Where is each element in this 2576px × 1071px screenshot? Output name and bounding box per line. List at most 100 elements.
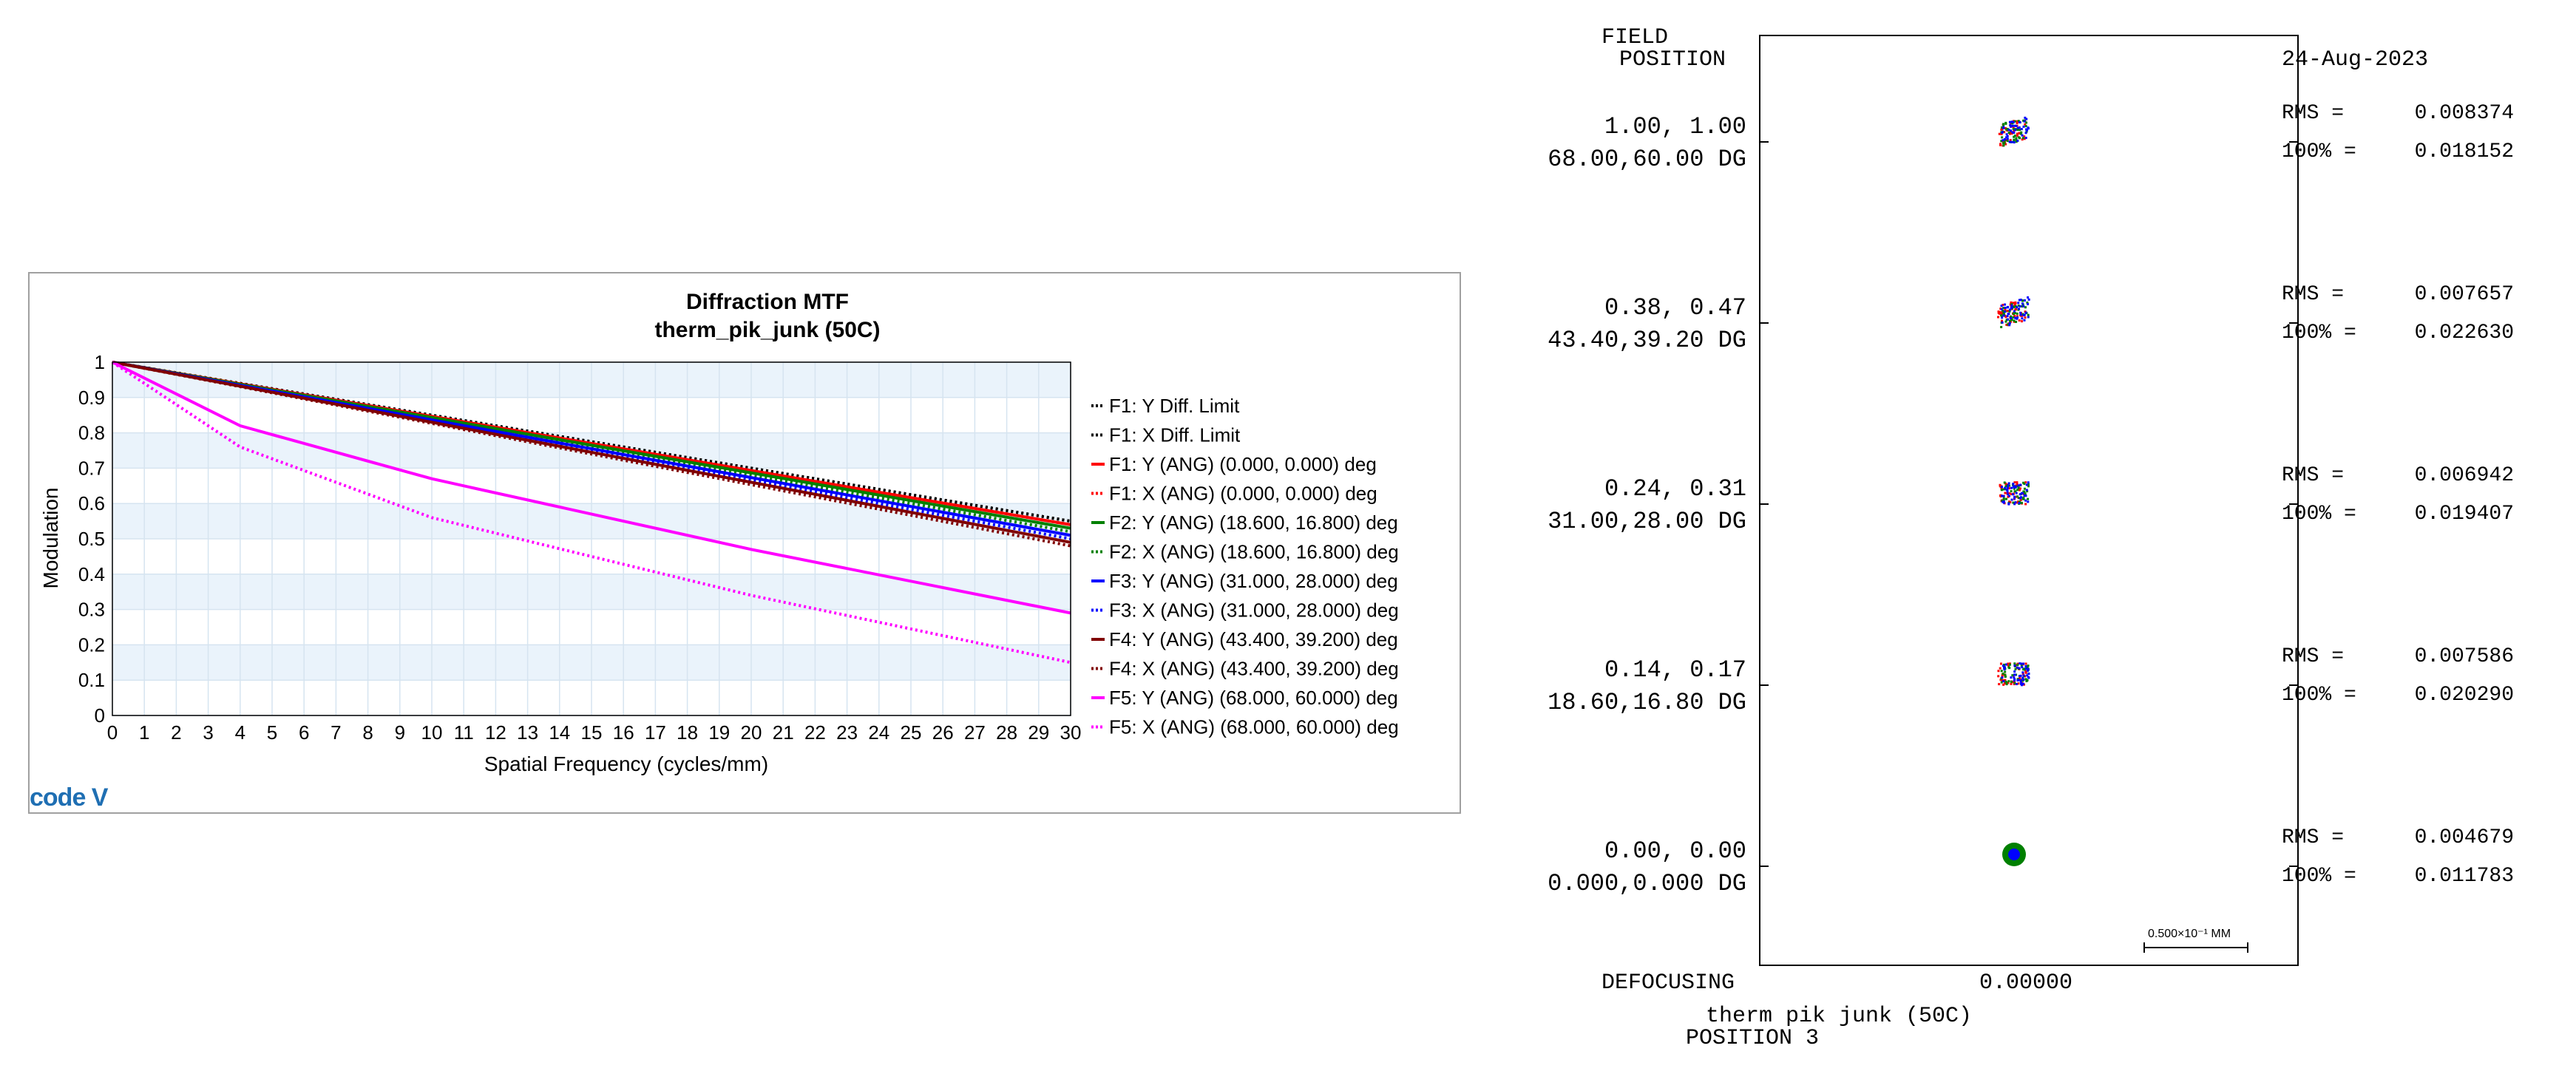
spot-ray: [2024, 137, 2027, 140]
mtf-y-tick-label: 0.1: [78, 669, 105, 691]
field-row: 1.00, 1.00 68.00,60.00 DG RMS = 0.008374 100…: [1548, 102, 2514, 173]
spot-ray: [2010, 498, 2013, 501]
full-energy-label: 100% =: [2282, 865, 2356, 888]
spot-ray: [2003, 310, 2006, 313]
mtf-legend-item: F1: Y Diff. Limit: [1091, 395, 1240, 417]
spot-ray: [2002, 139, 2004, 142]
spot-ray: [2005, 683, 2008, 686]
mtf-legend-label: F1: Y Diff. Limit: [1109, 395, 1240, 417]
spot-ray: [2027, 673, 2030, 676]
spot-ray: [2010, 682, 2013, 685]
mtf-x-tick-label: 7: [331, 721, 341, 744]
mtf-x-tick-label: 2: [171, 721, 181, 744]
spot-ray: [2002, 314, 2005, 317]
spot-ray: [2004, 675, 2007, 678]
mtf-legend-label: F2: Y (ANG) (18.600, 16.800) deg: [1109, 511, 1398, 534]
mtf-y-tick-label: 0.3: [78, 599, 105, 621]
rms-value: 0.004679: [2415, 826, 2514, 849]
spot-ray: [2024, 668, 2027, 671]
spot-ray: [2023, 137, 2026, 140]
spot-ray: [2018, 132, 2021, 135]
spot-ray: [2027, 302, 2030, 305]
spot-ray: [2022, 305, 2025, 307]
spot-ray: [2006, 135, 2009, 137]
spot-pattern: [2002, 843, 2026, 866]
spot-ray: [2018, 667, 2021, 670]
spot-ray: [2001, 136, 2004, 139]
spot-ray: [2008, 484, 2011, 487]
spot-ray: [2017, 302, 2020, 305]
mtf-legend-item: F3: Y (ANG) (31.000, 28.000) deg: [1091, 570, 1398, 592]
spot-ray: [2004, 663, 2007, 666]
spot-ray: [2019, 679, 2022, 681]
spot-ray: [2023, 299, 2026, 302]
spot-ray: [2012, 501, 2015, 504]
spot-ray: [2027, 296, 2030, 299]
spot-ray: [2007, 681, 2010, 684]
spot-ray: [2013, 670, 2016, 673]
field-angle-coords: 68.00,60.00 DG: [1548, 146, 1746, 173]
spot-ray: [2007, 129, 2010, 132]
spot-ray: [2008, 324, 2011, 327]
spot-ray: [2012, 128, 2015, 131]
spot-ray: [2015, 137, 2018, 140]
spot-ray: [2016, 126, 2019, 129]
mtf-x-tick-label: 10: [421, 721, 443, 744]
spot-ray: [2024, 311, 2027, 314]
spot-pattern: [1997, 662, 2030, 687]
spot-ray: [2001, 499, 2004, 502]
spot-ray: [2024, 123, 2027, 126]
spot-ray: [2027, 483, 2030, 486]
spot-ray: [2017, 679, 2020, 681]
spot-ray: [2021, 671, 2024, 674]
spot-ray: [2019, 129, 2021, 132]
spot-ray: [2014, 301, 2017, 304]
rms-value: 0.007586: [2415, 645, 2514, 668]
spot-ray: [2021, 137, 2024, 140]
spot-ray: [2007, 482, 2010, 485]
spot-ray: [2024, 662, 2027, 665]
mtf-legend-label: F5: X (ANG) (68.000, 60.000) deg: [1109, 716, 1399, 738]
spot-ray: [2004, 303, 2007, 306]
spot-ray: [2003, 131, 2006, 134]
spot-ray: [2009, 131, 2012, 134]
spot-ray: [2024, 306, 2027, 309]
spot-ray: [2016, 483, 2019, 486]
mtf-y-tick-label: 0.5: [78, 528, 105, 550]
spot-ray: [2013, 132, 2016, 135]
mtf-series-line-11: [111, 361, 1071, 664]
field-angle-coords: 31.00,28.00 DG: [1548, 508, 1746, 535]
spot-ray: [2017, 120, 2020, 123]
spot-ray: [2024, 492, 2027, 495]
spot-ray: [2008, 494, 2011, 497]
spot-ray: [2004, 486, 2007, 489]
spot-ray: [2013, 678, 2016, 681]
spot-ray: [1999, 483, 2002, 486]
spot-ray: [2019, 682, 2022, 685]
mtf-x-ticks: 0 1 2 3 4 5 6 7 8 9 10 11 12 13 14 15 16 17 18 19 20 21 22 23 24…: [107, 721, 1082, 744]
rms-label: RMS =: [2282, 283, 2344, 306]
spot-ray: [2021, 672, 2024, 675]
spot-ray: [2013, 305, 2016, 308]
spot-ray: [2021, 682, 2024, 685]
mtf-x-tick-label: 5: [267, 721, 277, 744]
spot-ray: [2019, 313, 2022, 316]
spot-ray: [2018, 307, 2021, 310]
mtf-title: Diffraction MTF: [686, 290, 849, 314]
spot-ray: [2016, 139, 2019, 142]
spot-ray: [2010, 486, 2013, 489]
field-angle-coords: 18.60,16.80 DG: [1548, 689, 1746, 716]
spot-ray: [2000, 326, 2003, 329]
mtf-x-tick-label: 9: [395, 721, 405, 744]
spot-ray: [2007, 323, 2010, 326]
spot-ray: [2012, 681, 2015, 684]
spot-ray: [2007, 503, 2010, 506]
spot-ray: [2006, 137, 2009, 140]
spot-ray: [2024, 670, 2027, 673]
spot-ray: [2018, 675, 2021, 678]
spot-ray: [2002, 127, 2005, 130]
field-row: 0.24, 0.31 31.00,28.00 DG RMS = 0.006942 100…: [1548, 464, 2514, 535]
mtf-x-tick-label: 29: [1028, 721, 1049, 744]
spot-ray: [2015, 320, 2018, 323]
spot-ray: [2016, 495, 2019, 498]
